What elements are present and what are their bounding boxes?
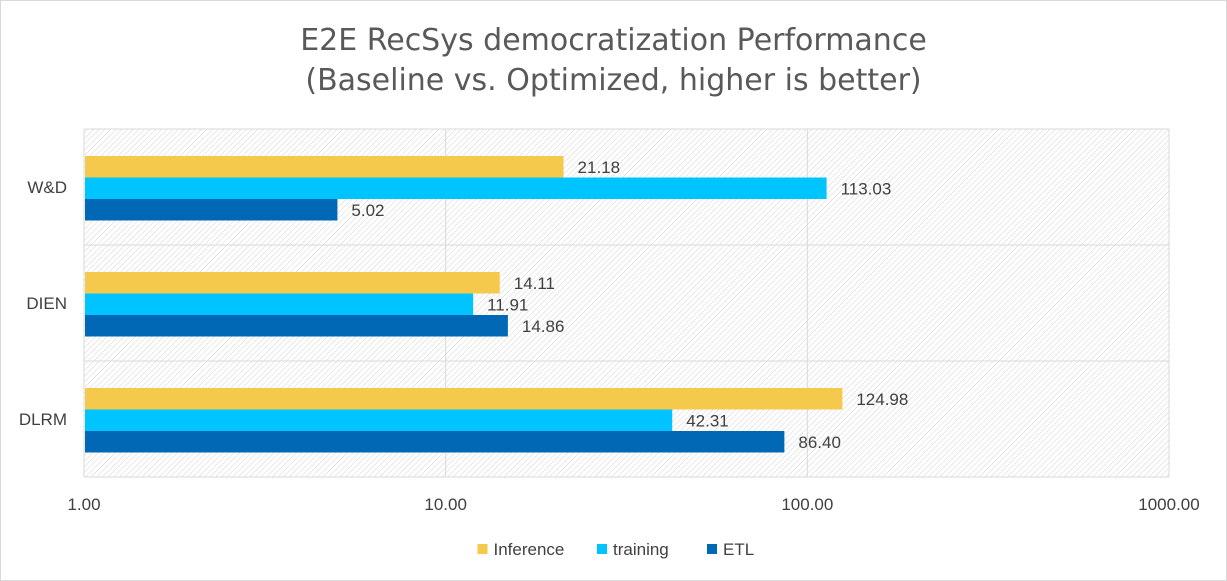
legend-label: training (613, 540, 669, 559)
legend-swatch-etl (707, 544, 717, 554)
data-label: 86.40 (798, 433, 841, 452)
data-label: 5.02 (351, 201, 384, 220)
bar-inference (85, 156, 564, 178)
data-label: 124.98 (856, 390, 908, 409)
bar-inference (85, 272, 500, 294)
bar-training (85, 409, 673, 431)
data-label: 113.03 (841, 179, 892, 198)
bar-etl (85, 199, 338, 221)
x-tick-label: 1.00 (67, 495, 100, 514)
data-label: 11.91 (487, 295, 528, 314)
bar-etl (85, 315, 508, 337)
chart-subtitle: (Baseline vs. Optimized, higher is bette… (305, 63, 922, 98)
legend-label: ETL (723, 540, 754, 559)
legend-swatch-inference (477, 544, 488, 554)
data-label: 42.31 (686, 411, 729, 430)
bar-training (85, 293, 474, 315)
data-label: 14.11 (514, 274, 555, 293)
y-category-label: DLRM (19, 410, 67, 429)
chart-title: E2E RecSys democratization Performance (300, 23, 927, 58)
x-tick-label: 100.00 (781, 495, 833, 514)
bar-inference (85, 388, 843, 410)
data-label: 21.18 (578, 158, 621, 177)
y-category-label: DIEN (26, 294, 67, 313)
x-tick-label: 1000.00 (1138, 495, 1199, 514)
x-tick-label: 10.00 (424, 495, 467, 514)
bar-training (85, 177, 827, 199)
bar-etl (85, 431, 785, 453)
data-label: 14.86 (522, 317, 565, 336)
y-category-label: W&D (27, 178, 67, 197)
legend-swatch-training (597, 544, 607, 554)
legend-label: Inference (494, 540, 565, 559)
